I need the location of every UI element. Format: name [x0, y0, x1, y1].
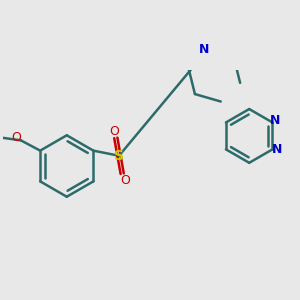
Text: O: O	[11, 131, 21, 144]
Text: N: N	[270, 114, 280, 127]
Text: O: O	[109, 125, 119, 138]
Text: O: O	[120, 174, 130, 187]
Text: N: N	[272, 143, 282, 156]
Text: N: N	[199, 43, 209, 56]
Text: S: S	[114, 149, 124, 163]
